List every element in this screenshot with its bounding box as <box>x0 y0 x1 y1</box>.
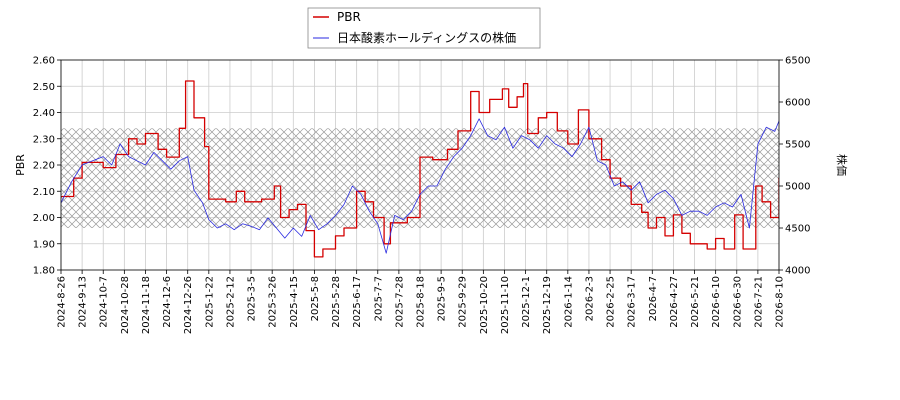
right-axis-ticks: 4000 4500 5000 5500 6000 6500 <box>779 56 810 277</box>
x-tick-label: 2026-5-21 <box>690 276 701 328</box>
left-axis-ticks: 1.80 1.90 2.00 2.10 2.20 2.30 2.40 2.50 2.60 <box>33 56 61 277</box>
x-tick-label: 2026-4-7 <box>648 276 659 321</box>
left-tick-label: 2.00 <box>33 213 55 224</box>
x-tick-label: 2026-8-10 <box>775 276 786 328</box>
x-tick-label: 2026-6-10 <box>711 276 722 328</box>
legend-label-price: 日本酸素ホールディングスの株価 <box>337 30 516 45</box>
x-tick-label: 2025-12-1 <box>521 276 532 328</box>
x-tick-label: 2024-8-26 <box>57 276 68 328</box>
x-tick-label: 2025-12-19 <box>542 276 553 334</box>
right-tick-label: 6500 <box>785 56 810 67</box>
x-tick-label: 2025-2-12 <box>225 276 236 328</box>
left-tick-label: 2.60 <box>33 56 55 67</box>
left-tick-label: 1.80 <box>33 266 55 277</box>
x-axis-ticks: 2024-8-26 2024-9-13 2024-10-7 2024-10-28 202… <box>57 270 786 334</box>
x-tick-label: 2024-12-6 <box>162 276 173 328</box>
right-tick-label: 5500 <box>785 140 810 151</box>
series-line-pbr <box>61 80 779 258</box>
left-tick-label: 2.10 <box>33 187 55 198</box>
x-tick-label: 2025-4-15 <box>289 276 300 328</box>
left-tick-label: 2.20 <box>33 161 55 172</box>
x-tick-label: 2025-11-10 <box>500 276 511 334</box>
right-tick-label: 5000 <box>785 182 810 193</box>
legend-label-pbr: PBR <box>337 10 361 24</box>
x-tick-label: 2025-10-20 <box>479 276 490 334</box>
legend: PBR 日本酸素ホールディングスの株価 <box>307 7 541 49</box>
x-tick-label: 2025-9-5 <box>437 276 448 321</box>
x-tick-label: 2025-9-29 <box>458 276 469 328</box>
x-tick-label: 2025-7-7 <box>373 276 384 321</box>
left-tick-label: 2.50 <box>33 82 55 93</box>
x-tick-label: 2026-2-3 <box>584 276 595 321</box>
right-tick-label: 4000 <box>785 266 810 277</box>
left-tick-label: 2.40 <box>33 108 55 119</box>
x-tick-label: 2025-3-26 <box>268 276 279 328</box>
right-tick-label: 6000 <box>785 98 810 109</box>
x-tick-label: 2024-10-28 <box>120 276 131 334</box>
x-tick-label: 2024-11-18 <box>141 276 152 334</box>
x-tick-label: 2024-10-7 <box>99 276 110 328</box>
x-tick-label: 2025-1-22 <box>204 276 215 328</box>
x-tick-label: 2025-3-5 <box>247 276 258 321</box>
x-tick-label: 2025-5-28 <box>331 276 342 328</box>
x-tick-label: 2025-6-17 <box>352 276 363 328</box>
x-tick-label: 2024-12-26 <box>183 276 194 334</box>
x-tick-label: 2026-3-17 <box>627 276 638 328</box>
series-line-price <box>61 118 779 254</box>
right-tick-label: 4500 <box>785 224 810 235</box>
x-tick-label: 2024-9-13 <box>78 276 89 328</box>
left-axis-title: PBR <box>14 154 27 176</box>
x-tick-label: 2026-6-30 <box>732 276 743 328</box>
left-tick-label: 1.90 <box>33 239 55 250</box>
right-axis-title: 株価 <box>835 154 849 176</box>
left-tick-label: 2.30 <box>33 134 55 145</box>
series-layer <box>61 80 779 258</box>
x-tick-label: 2026-7-21 <box>753 276 764 328</box>
x-tick-label: 2025-7-28 <box>394 276 405 328</box>
legend-box <box>307 7 541 49</box>
x-tick-label: 2026-4-27 <box>669 276 680 328</box>
x-tick-label: 2025-8-18 <box>416 276 427 328</box>
x-tick-label: 2025-5-8 <box>310 276 321 321</box>
x-tick-label: 2026-2-25 <box>606 276 617 328</box>
x-tick-label: 2026-1-14 <box>563 276 574 328</box>
